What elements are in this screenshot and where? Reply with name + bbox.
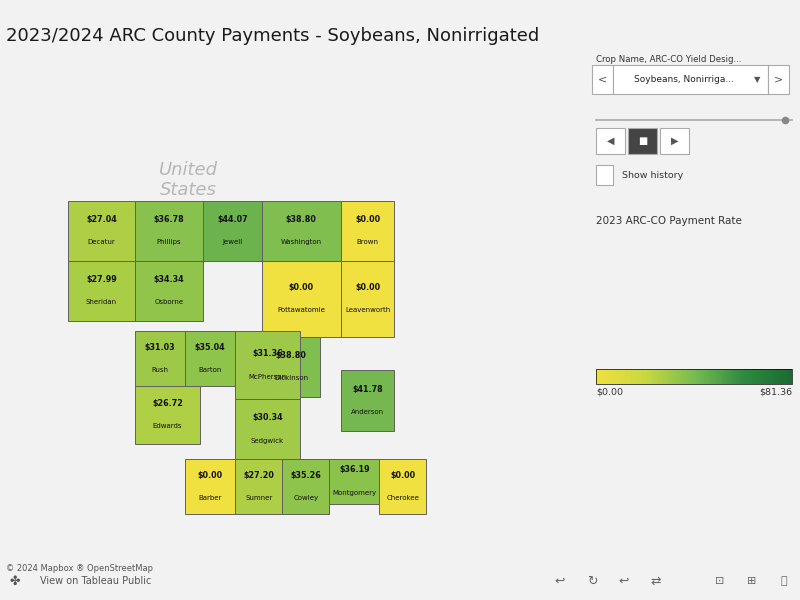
Text: Barber: Barber <box>198 495 222 501</box>
Text: $0.00: $0.00 <box>355 283 380 292</box>
Bar <box>135 331 186 386</box>
Text: $0.00: $0.00 <box>355 215 380 224</box>
Text: $44.07: $44.07 <box>217 215 247 224</box>
Text: $31.36: $31.36 <box>252 349 283 358</box>
Text: $27.20: $27.20 <box>243 470 274 479</box>
Text: McPherson: McPherson <box>249 374 286 380</box>
Text: Washington: Washington <box>281 239 322 245</box>
Text: $31.03: $31.03 <box>145 343 175 352</box>
Text: ▶: ▶ <box>670 136 678 146</box>
Text: Sumner: Sumner <box>245 495 272 501</box>
Text: Dickinson: Dickinson <box>274 375 308 381</box>
Bar <box>614 65 768 94</box>
Bar <box>592 65 614 94</box>
Text: Pottawatomie: Pottawatomie <box>278 307 326 313</box>
Text: 2023/2024 ARC County Payments - Soybeans, Nonirrigated: 2023/2024 ARC County Payments - Soybeans… <box>6 27 540 45</box>
Bar <box>135 201 203 261</box>
Bar <box>235 399 300 459</box>
Bar <box>203 201 262 261</box>
Text: $35.26: $35.26 <box>290 470 321 479</box>
Text: ↩: ↩ <box>554 575 566 588</box>
Text: Show history: Show history <box>622 171 683 180</box>
Text: $0.00: $0.00 <box>289 283 314 292</box>
Text: $30.34: $30.34 <box>252 413 283 422</box>
Text: $38.80: $38.80 <box>286 215 317 224</box>
Bar <box>597 166 614 185</box>
Text: $35.04: $35.04 <box>195 343 226 352</box>
Bar <box>68 261 135 321</box>
Text: ↩: ↩ <box>618 575 630 588</box>
Bar <box>262 337 321 397</box>
Text: $36.19: $36.19 <box>339 466 370 475</box>
Bar <box>135 261 203 321</box>
Text: $26.72: $26.72 <box>152 399 183 408</box>
Bar <box>660 128 689 154</box>
Bar <box>341 261 394 337</box>
Text: $0.00: $0.00 <box>198 470 222 479</box>
Text: © 2024 Mapbox ® OpenStreetMap: © 2024 Mapbox ® OpenStreetMap <box>6 564 154 573</box>
Bar <box>330 459 379 503</box>
Text: Soybeans, Nonirriga...: Soybeans, Nonirriga... <box>634 75 734 84</box>
Text: $34.34: $34.34 <box>154 275 184 284</box>
Text: ⊞: ⊞ <box>747 577 757 586</box>
Text: $41.78: $41.78 <box>352 385 383 394</box>
Text: $27.99: $27.99 <box>86 275 117 284</box>
Text: 2023 ARC-CO Payment Rate: 2023 ARC-CO Payment Rate <box>597 217 742 226</box>
Text: Montgomery: Montgomery <box>332 490 376 496</box>
Text: Leavenworth: Leavenworth <box>345 307 390 313</box>
Bar <box>379 459 426 514</box>
Text: $0.00: $0.00 <box>390 470 415 479</box>
Text: Sheridan: Sheridan <box>86 299 117 305</box>
Bar <box>235 459 282 514</box>
Text: Cherokee: Cherokee <box>386 495 419 501</box>
Text: $27.04: $27.04 <box>86 215 117 224</box>
Text: Anderson: Anderson <box>351 409 384 415</box>
Text: ⤢: ⤢ <box>781 577 787 586</box>
Bar <box>628 128 657 154</box>
Text: Cowley: Cowley <box>293 495 318 501</box>
Bar <box>597 128 625 154</box>
Text: Crop Name, ARC-CO Yield Desig...: Crop Name, ARC-CO Yield Desig... <box>597 55 742 64</box>
Bar <box>235 331 300 399</box>
Bar <box>135 386 200 443</box>
Text: Jewell: Jewell <box>222 239 242 245</box>
Text: ✤: ✤ <box>10 575 20 588</box>
Text: Sedgwick: Sedgwick <box>251 437 284 443</box>
Text: ⇄: ⇄ <box>650 575 662 588</box>
Text: ■: ■ <box>638 136 647 146</box>
Text: ▼: ▼ <box>754 75 761 84</box>
Bar <box>768 65 790 94</box>
Text: Osborne: Osborne <box>154 299 184 305</box>
Text: <: < <box>598 74 607 85</box>
Bar <box>186 331 235 386</box>
Text: $36.78: $36.78 <box>154 215 185 224</box>
Text: Brown: Brown <box>357 239 378 245</box>
Text: Barton: Barton <box>198 367 222 373</box>
Text: ↻: ↻ <box>586 575 598 588</box>
Text: ◀: ◀ <box>607 136 614 146</box>
Text: Rush: Rush <box>152 367 169 373</box>
Text: Phillips: Phillips <box>157 239 182 245</box>
Text: United
States: United States <box>158 161 218 199</box>
Bar <box>341 370 394 431</box>
Bar <box>341 201 394 261</box>
Text: $38.80: $38.80 <box>276 350 306 359</box>
Bar <box>186 459 235 514</box>
Text: View on Tableau Public: View on Tableau Public <box>40 577 151 586</box>
Text: $0.00: $0.00 <box>596 387 623 396</box>
Bar <box>262 201 341 261</box>
Text: $81.36: $81.36 <box>759 387 792 396</box>
Bar <box>282 459 330 514</box>
Text: Edwards: Edwards <box>153 424 182 430</box>
Text: >: > <box>774 74 783 85</box>
Text: ⊡: ⊡ <box>715 577 725 586</box>
Text: Decatur: Decatur <box>87 239 115 245</box>
Bar <box>68 201 135 261</box>
Bar <box>262 261 341 337</box>
